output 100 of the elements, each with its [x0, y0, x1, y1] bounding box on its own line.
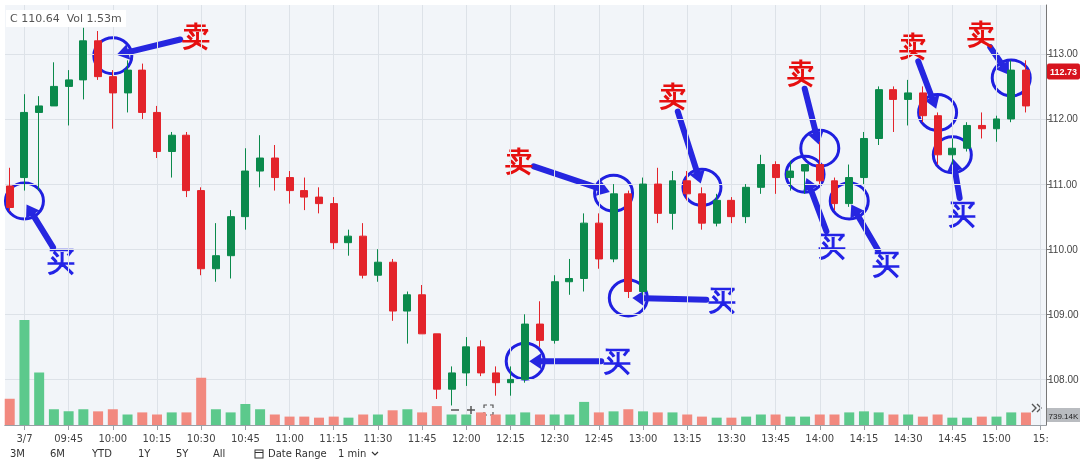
candlestick [79, 27, 87, 100]
candlestick [197, 186, 205, 276]
bar [152, 414, 162, 425]
x-tick-label: 11:15 [319, 432, 349, 444]
bar [196, 377, 207, 425]
bar [1006, 412, 1017, 425]
annotation: 买 [708, 284, 737, 318]
bar [461, 414, 472, 425]
candlestick [271, 144, 279, 192]
candlestick [168, 131, 176, 179]
bar [63, 411, 74, 425]
x-tick-label: 10:15 [142, 432, 172, 444]
candlestick [860, 131, 868, 185]
bar [741, 416, 752, 425]
x-tick-label: 13:15 [672, 432, 702, 444]
candlestick [654, 167, 662, 224]
bar [638, 411, 649, 425]
text: 5Y [176, 448, 189, 460]
bar [505, 414, 516, 425]
bar [431, 406, 442, 425]
candlestick [374, 248, 382, 283]
bar [181, 412, 192, 425]
bar [800, 416, 811, 425]
candlestick [359, 222, 367, 279]
x-tick-label: 14:30 [893, 432, 923, 444]
annotation: 买 [603, 345, 632, 379]
candlestick [241, 147, 249, 231]
bar [284, 416, 295, 425]
bar [343, 417, 354, 425]
text: YTD [92, 448, 112, 460]
candlestick [919, 85, 927, 123]
bar [814, 414, 825, 425]
bar [917, 416, 928, 425]
bar [107, 409, 118, 425]
y-tick-label: 108.00 [1048, 373, 1080, 385]
candlestick [742, 183, 750, 224]
text: 1Y [138, 448, 151, 460]
x-tick-label: 10:30 [186, 432, 216, 444]
x-tick-label: 11:30 [363, 432, 393, 444]
candlestick [889, 85, 897, 133]
bar [328, 416, 339, 425]
text: 3M [10, 448, 25, 460]
bar [579, 401, 590, 425]
annotation: 卖 [181, 19, 210, 53]
text: 1 min [338, 448, 367, 460]
bar [682, 414, 693, 425]
bar [608, 411, 619, 425]
candlestick [772, 160, 780, 195]
bar [255, 409, 266, 425]
candlestick [683, 170, 691, 201]
x-tick-label: 15:00 [982, 432, 1011, 444]
text: 6M [50, 448, 65, 460]
x-tick-label: 3/7 [16, 432, 33, 444]
text: All [213, 448, 226, 460]
bar [770, 414, 781, 425]
x-tick-label: 11:00 [275, 432, 304, 444]
candlestick [551, 274, 559, 345]
candlestick [389, 258, 397, 322]
candlestick [875, 85, 883, 146]
y-tick-label: 109.00 [1048, 308, 1080, 320]
candlestick [492, 365, 500, 397]
x-tick-label: 12:15 [496, 432, 525, 444]
annotation: 112.73 [1049, 66, 1078, 77]
annotation: 卖 [967, 17, 996, 51]
annotation: C 110.64 Vol 1.53m [6, 10, 126, 27]
bar [137, 412, 148, 425]
candlestick [536, 300, 544, 348]
bar [240, 404, 251, 425]
bar [210, 409, 221, 425]
bar [166, 412, 177, 425]
x-tick-label: 14:15 [849, 432, 879, 444]
bar [48, 409, 59, 425]
bar [903, 414, 914, 425]
annotation: 买 [872, 248, 901, 281]
bar [476, 412, 487, 425]
bar [78, 409, 89, 425]
bar [711, 417, 722, 425]
candlestick [124, 59, 132, 113]
x-tick-label: 15: [1032, 432, 1049, 444]
candlestick [698, 186, 706, 231]
bar [976, 416, 987, 425]
candlestick [727, 196, 735, 224]
bar [520, 412, 531, 425]
bar [696, 416, 707, 425]
x-tick-label: 10:45 [230, 432, 260, 444]
candlestick [904, 79, 912, 126]
candlestick [182, 131, 190, 198]
bar [991, 416, 1002, 425]
bar [593, 412, 604, 425]
bar [269, 414, 280, 425]
candlestick [65, 69, 73, 126]
bar [755, 414, 766, 425]
bar [962, 417, 973, 425]
candlestick [109, 69, 117, 130]
bar [417, 412, 428, 425]
bar [549, 414, 560, 425]
candlestick [948, 137, 956, 166]
candlestick [256, 134, 264, 188]
candlestick [978, 111, 986, 139]
candlestick [816, 141, 824, 185]
